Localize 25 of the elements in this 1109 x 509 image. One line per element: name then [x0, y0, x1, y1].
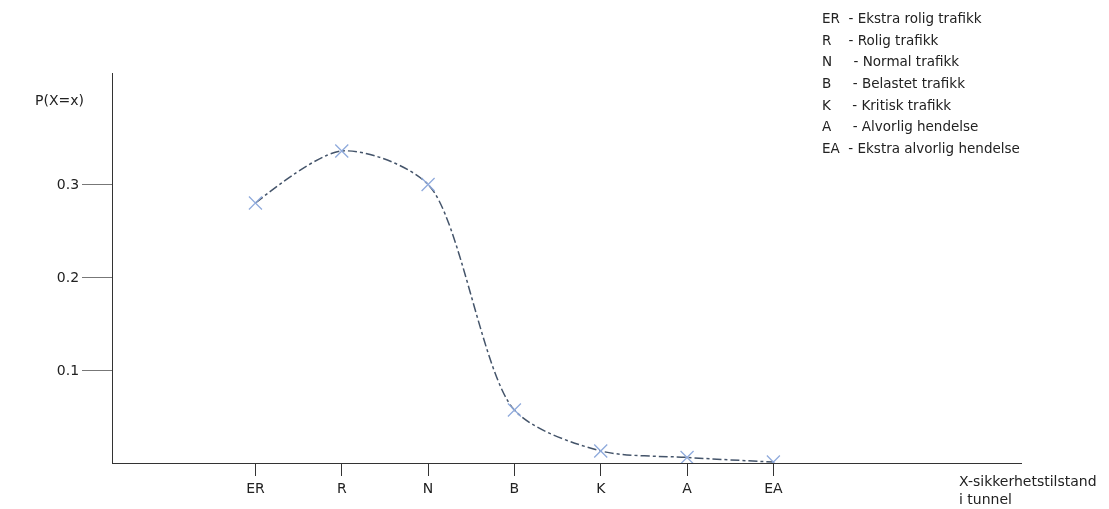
point	[420, 177, 436, 192]
point	[248, 195, 263, 211]
text: X-sikkerhetstilstand i tunnel	[959, 473, 1097, 508]
x-tick-label: N	[422, 479, 434, 496]
y-tick-label: 0.3	[56, 176, 80, 193]
y-tick-label: 0.2	[56, 269, 80, 286]
text: ER - Ekstra rolig trafikk	[822, 10, 982, 26]
x-tick-label: EA	[764, 479, 784, 496]
point	[679, 450, 695, 463]
point	[593, 443, 608, 459]
y-axis-title: P(X=x)	[35, 92, 84, 108]
text: R - Rolig trafikk	[822, 32, 939, 48]
x-tick-label: B	[509, 479, 520, 496]
point	[507, 402, 522, 418]
x-tick-label: R	[336, 479, 347, 496]
point	[334, 143, 349, 159]
x-tick-label: K	[596, 479, 607, 496]
text: EA - Ekstra alvorlig hendelse	[822, 140, 1020, 156]
text: N - Normal trafikk	[822, 53, 960, 69]
text: K - Kritisk trafikk	[822, 97, 952, 113]
x-tick-label: A	[682, 479, 693, 496]
text: B - Belastet trafikk	[822, 75, 966, 91]
text: A - Alvorlig hendelse	[822, 118, 979, 134]
y-tick-label: 0.1	[56, 362, 80, 379]
x-tick-label: ER	[246, 479, 265, 496]
